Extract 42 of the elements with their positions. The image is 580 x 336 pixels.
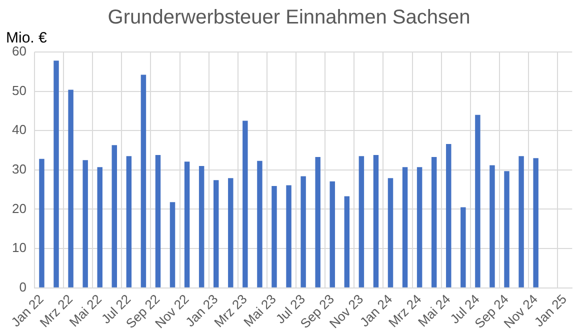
- bar: [39, 158, 44, 288]
- bar: [112, 145, 118, 288]
- bar: [228, 178, 234, 288]
- bar: [54, 60, 59, 288]
- bar: [184, 162, 190, 288]
- bar: [504, 171, 510, 288]
- bar: [97, 167, 102, 288]
- bar: [475, 114, 480, 288]
- bar: [170, 202, 176, 288]
- bar: [344, 196, 350, 288]
- bar: [330, 181, 335, 288]
- bar: [242, 120, 248, 288]
- bar: [257, 160, 262, 288]
- y-tick-label: 20: [12, 200, 26, 216]
- bar: [300, 176, 306, 288]
- bar: [460, 207, 466, 288]
- bar: [126, 156, 132, 288]
- bar: [82, 160, 88, 288]
- bar: [68, 90, 74, 288]
- bar: [518, 156, 524, 288]
- bar: [402, 167, 408, 288]
- y-tick-label: 10: [12, 240, 26, 256]
- bar: [388, 178, 394, 288]
- bar: [533, 158, 538, 288]
- bar: [155, 154, 161, 288]
- bar: [373, 154, 379, 288]
- bar: [431, 156, 437, 288]
- y-tick-label: 40: [12, 122, 26, 138]
- bar: [214, 180, 219, 288]
- bar: [272, 186, 277, 288]
- bar: [286, 185, 292, 288]
- chart-title: Grunderwerbsteuer Einnahmen Sachsen: [108, 6, 470, 29]
- bar: [358, 156, 364, 288]
- bar: [315, 156, 320, 288]
- y-tick-label: 30: [12, 161, 26, 176]
- bar: [446, 144, 452, 288]
- bar: [416, 167, 422, 288]
- y-tick-label: 50: [12, 82, 26, 98]
- bar: [490, 165, 495, 288]
- bar: [198, 166, 204, 288]
- bar: [140, 74, 146, 288]
- y-tick-label: 0: [19, 279, 26, 294]
